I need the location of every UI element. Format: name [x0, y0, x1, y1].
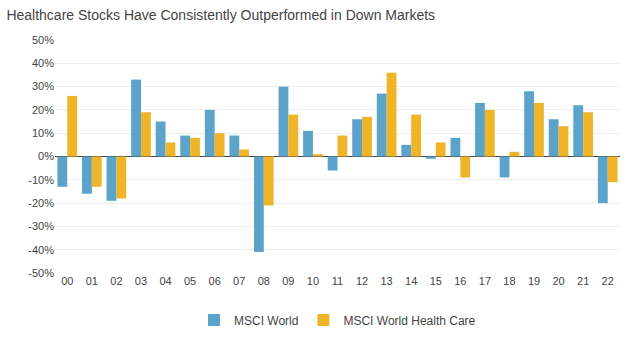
svg-text:-50%: -50% [28, 267, 54, 279]
svg-text:02: 02 [110, 275, 122, 287]
svg-text:13: 13 [381, 275, 393, 287]
svg-text:MSCI World: MSCI World [234, 314, 298, 328]
svg-text:50%: 50% [32, 34, 54, 46]
svg-text:0%: 0% [38, 150, 54, 162]
svg-text:00: 00 [61, 275, 73, 287]
svg-text:07: 07 [233, 275, 245, 287]
svg-text:04: 04 [159, 275, 171, 287]
svg-text:-20%: -20% [28, 197, 54, 209]
svg-text:08: 08 [258, 275, 270, 287]
svg-text:-40%: -40% [28, 244, 54, 256]
svg-text:17: 17 [479, 275, 491, 287]
svg-text:15: 15 [430, 275, 442, 287]
svg-text:30%: 30% [32, 80, 54, 92]
svg-text:09: 09 [282, 275, 294, 287]
svg-text:10: 10 [307, 275, 319, 287]
svg-text:14: 14 [405, 275, 417, 287]
svg-text:11: 11 [332, 275, 343, 287]
svg-text:12: 12 [356, 275, 368, 287]
svg-text:21: 21 [577, 275, 589, 287]
svg-text:16: 16 [454, 275, 466, 287]
svg-text:Healthcare Stocks Have Consist: Healthcare Stocks Have Consistently Outp… [6, 7, 435, 23]
svg-text:18: 18 [503, 275, 515, 287]
svg-text:-10%: -10% [28, 174, 54, 186]
svg-text:22: 22 [602, 275, 614, 287]
svg-text:19: 19 [528, 275, 540, 287]
svg-text:05: 05 [184, 275, 196, 287]
svg-text:20: 20 [552, 275, 564, 287]
svg-text:40%: 40% [32, 57, 54, 69]
svg-text:06: 06 [209, 275, 221, 287]
svg-text:01: 01 [86, 275, 98, 287]
svg-text:03: 03 [135, 275, 147, 287]
svg-text:20%: 20% [32, 104, 54, 116]
svg-text:MSCI World Health Care: MSCI World Health Care [343, 314, 475, 328]
svg-text:10%: 10% [32, 127, 54, 139]
svg-text:-30%: -30% [28, 220, 54, 232]
